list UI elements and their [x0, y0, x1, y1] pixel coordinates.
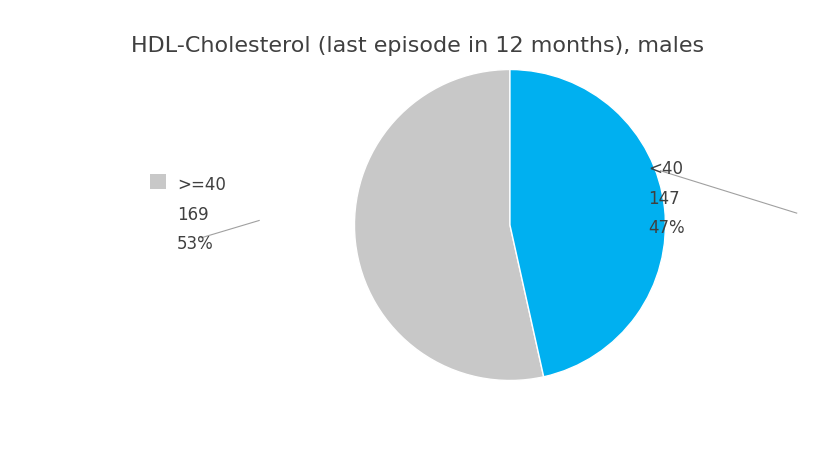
Text: 147: 147 [648, 189, 680, 207]
Text: <40: <40 [648, 160, 683, 178]
Text: 47%: 47% [648, 219, 685, 237]
Wedge shape [510, 70, 665, 377]
Text: 53%: 53% [177, 235, 214, 253]
Text: HDL-Cholesterol (last episode in 12 months), males: HDL-Cholesterol (last episode in 12 mont… [131, 36, 705, 56]
Text: 169: 169 [177, 205, 209, 223]
Text: >=40: >=40 [177, 176, 226, 194]
Wedge shape [354, 70, 543, 381]
